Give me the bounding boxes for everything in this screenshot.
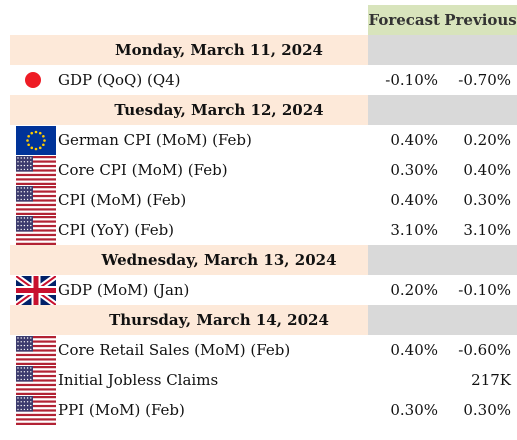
event-name: Initial Jobless Claims	[58, 371, 219, 389]
day-date: Thursday, March 14, 2024	[10, 305, 368, 335]
event-name: CPI (MoM) (Feb)	[58, 191, 187, 209]
event-name: PPI (MoM) (Feb)	[58, 401, 185, 419]
event-row: GDP (MoM) (Jan) 0.20% -0.10%	[10, 275, 517, 305]
forecast-value: 0.40%	[390, 191, 438, 209]
us-flag-icon	[10, 395, 56, 425]
previous-value: -0.70%	[458, 71, 511, 89]
us-flag-icon	[10, 215, 56, 245]
day-header-row: Monday, March 11, 2024	[10, 35, 517, 65]
forecast-value: -0.10%	[385, 71, 438, 89]
previous-value: 0.20%	[463, 131, 511, 149]
previous-value: 0.30%	[463, 191, 511, 209]
header-row: Forecast Previous	[10, 5, 517, 35]
economic-calendar-table: Forecast Previous Monday, March 11, 2024…	[10, 5, 517, 425]
forecast-value: 0.40%	[390, 341, 438, 359]
event-name: CPI (YoY) (Feb)	[58, 221, 175, 239]
day-date: Wednesday, March 13, 2024	[10, 245, 368, 275]
us-flag-icon	[10, 335, 56, 365]
day-band	[368, 95, 517, 125]
previous-header: Previous	[444, 5, 517, 35]
event-row: PPI (MoM) (Feb) 0.30% 0.30%	[10, 395, 517, 425]
forecast-value: 3.10%	[390, 221, 438, 239]
previous-value: 0.30%	[463, 401, 511, 419]
event-name: Core Retail Sales (MoM) (Feb)	[58, 341, 291, 359]
us-flag-icon	[10, 185, 56, 215]
previous-value: 3.10%	[463, 221, 511, 239]
event-row: CPI (MoM) (Feb) 0.40% 0.30%	[10, 185, 517, 215]
forecast-value	[368, 365, 444, 395]
previous-value: -0.10%	[458, 281, 511, 299]
day-header-row: Tuesday, March 12, 2024	[10, 95, 517, 125]
day-header-row: Thursday, March 14, 2024	[10, 305, 517, 335]
forecast-value: 0.20%	[390, 281, 438, 299]
day-band	[368, 305, 517, 335]
event-row: Core Retail Sales (MoM) (Feb) 0.40% -0.60%	[10, 335, 517, 365]
forecast-value: 0.40%	[390, 131, 438, 149]
japan-flag-icon	[10, 65, 54, 95]
event-row: Initial Jobless Claims 217K	[10, 365, 517, 395]
us-flag-icon	[10, 365, 56, 395]
day-header-row: Wednesday, March 13, 2024	[10, 245, 517, 275]
event-row: CPI (YoY) (Feb) 3.10% 3.10%	[10, 215, 517, 245]
eu-flag-icon	[10, 125, 56, 155]
event-name: GDP (MoM) (Jan)	[58, 281, 190, 299]
us-flag-icon	[10, 155, 56, 185]
event-name: Core CPI (MoM) (Feb)	[58, 161, 228, 179]
event-row: Core CPI (MoM) (Feb) 0.30% 0.40%	[10, 155, 517, 185]
event-name: German CPI (MoM) (Feb)	[58, 131, 252, 149]
uk-flag-icon	[10, 275, 56, 305]
event-name: GDP (QoQ) (Q4)	[58, 71, 181, 89]
forecast-header: Forecast	[368, 5, 444, 35]
forecast-value: 0.30%	[390, 161, 438, 179]
day-band	[368, 35, 517, 65]
day-date: Tuesday, March 12, 2024	[10, 95, 368, 125]
previous-value: 0.40%	[463, 161, 511, 179]
day-date: Monday, March 11, 2024	[10, 35, 368, 65]
previous-value: 217K	[471, 371, 511, 389]
previous-value: -0.60%	[458, 341, 511, 359]
day-band	[368, 245, 517, 275]
event-row: German CPI (MoM) (Feb) 0.40% 0.20%	[10, 125, 517, 155]
forecast-value: 0.30%	[390, 401, 438, 419]
event-row: GDP (QoQ) (Q4) -0.10% -0.70%	[10, 65, 517, 95]
